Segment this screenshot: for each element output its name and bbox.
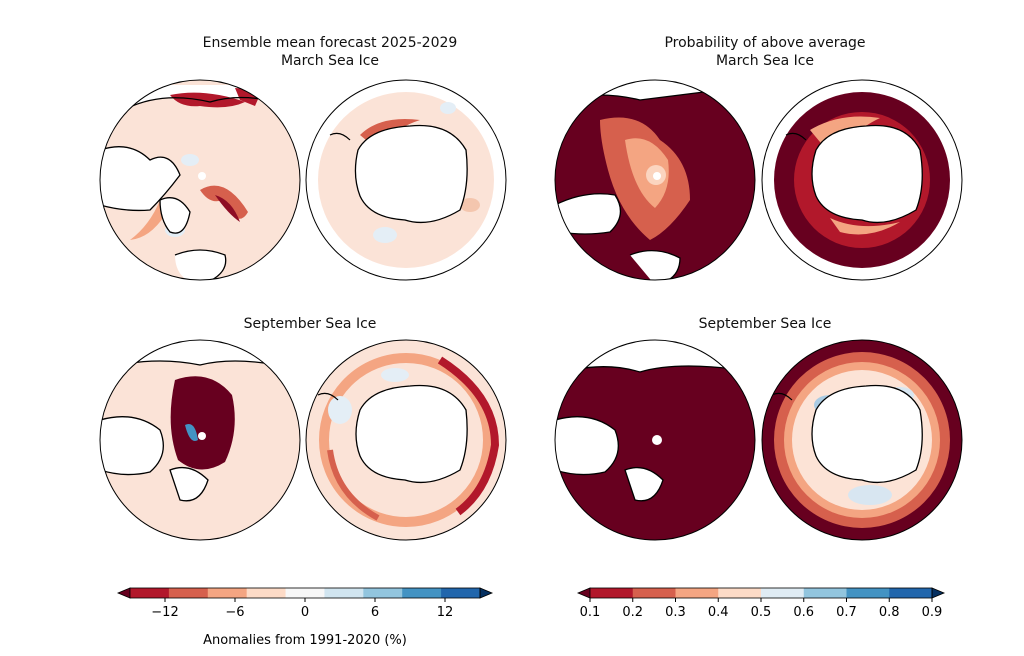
colorbar-anomaly-segment [324,588,364,598]
colorbar-anomaly-tick-label: −6 [225,605,244,620]
colorbar-anomaly-segment [130,588,170,598]
colorbar-probability-tick-label: 0.2 [622,605,643,620]
colorbar-probability-extend-high [931,587,946,599]
colorbar-anomaly-segment [441,588,481,598]
colorbar-probability-segment [803,588,847,598]
colorbar-anomaly-segment [285,588,325,598]
colorbar-probability-extend-low [576,587,591,599]
colorbar-probability-segment [846,588,890,598]
colorbar-probability-tick-label: 0.1 [580,605,601,620]
map-anomaly-september-arctic [99,339,301,541]
colorbar-anomaly-tick-label: 0 [301,605,309,620]
map-probability-september-antarctic [761,339,963,541]
colorbar-anomaly-tick-label: 12 [437,605,454,620]
title-anomaly-main: Ensemble mean forecast 2025-2029 [202,35,458,51]
title-anomaly-september: September Sea Ice [243,316,377,332]
colorbar-anomaly-tick-label: 6 [371,605,379,620]
title-probability-september: September Sea Ice [698,316,832,332]
colorbar-anomaly: −12 −6 0 6 12 [116,587,494,620]
colorbar-anomaly-extend-high [479,587,494,599]
colorbar-probability-tick-label: 0.6 [793,605,814,620]
colorbar-anomaly-label: Anomalies from 1991-2020 (%) [203,633,407,648]
map-probability-march-arctic [554,79,756,281]
colorbar-anomaly-segment [246,588,287,598]
map-anomaly-march-arctic [99,79,301,281]
colorbar-probability-segment [590,588,634,598]
map-probability-march-antarctic [761,79,963,281]
title-probability-main: Probability of above average [664,35,866,51]
colorbar-probability-segment [632,588,676,598]
title-anomaly-march: Ensemble mean forecast 2025-2029 March S… [170,34,490,70]
colorbar-probability-segment [761,588,805,598]
colorbar-anomaly-segment [207,588,248,598]
colorbar-probability-segment [718,588,762,598]
colorbar-anomaly-segment [363,588,403,598]
colorbar-anomaly-segment [402,588,442,598]
colorbar-probability-tick-label: 0.9 [922,605,943,620]
map-anomaly-march-antarctic [305,79,507,281]
colorbar-probability-tick-label: 0.4 [708,605,729,620]
colorbar-probability-tick-label: 0.8 [879,605,900,620]
map-anomaly-september-antarctic [305,339,507,541]
subtitle-probability-march: March Sea Ice [715,53,815,69]
map-probability-september-arctic [554,339,756,541]
colorbar-probability-segment [675,588,719,598]
colorbar-probability-tick-label: 0.5 [751,605,772,620]
colorbar-probability: 0.1 0.2 0.3 0.4 0.5 0.6 0.7 0.8 0.9 [576,587,946,620]
colorbar-probability-segment [889,588,933,598]
colorbar-anomaly-tick-label: −12 [151,605,178,620]
colorbar-anomaly-extend-low [116,587,131,599]
colorbar-anomaly-segment [168,588,209,598]
title-probability-march: Probability of above average March Sea I… [600,34,930,70]
colorbar-probability-tick-label: 0.3 [665,605,686,620]
subtitle-anomaly-march: March Sea Ice [280,53,380,69]
colorbar-probability-tick-label: 0.7 [836,605,857,620]
